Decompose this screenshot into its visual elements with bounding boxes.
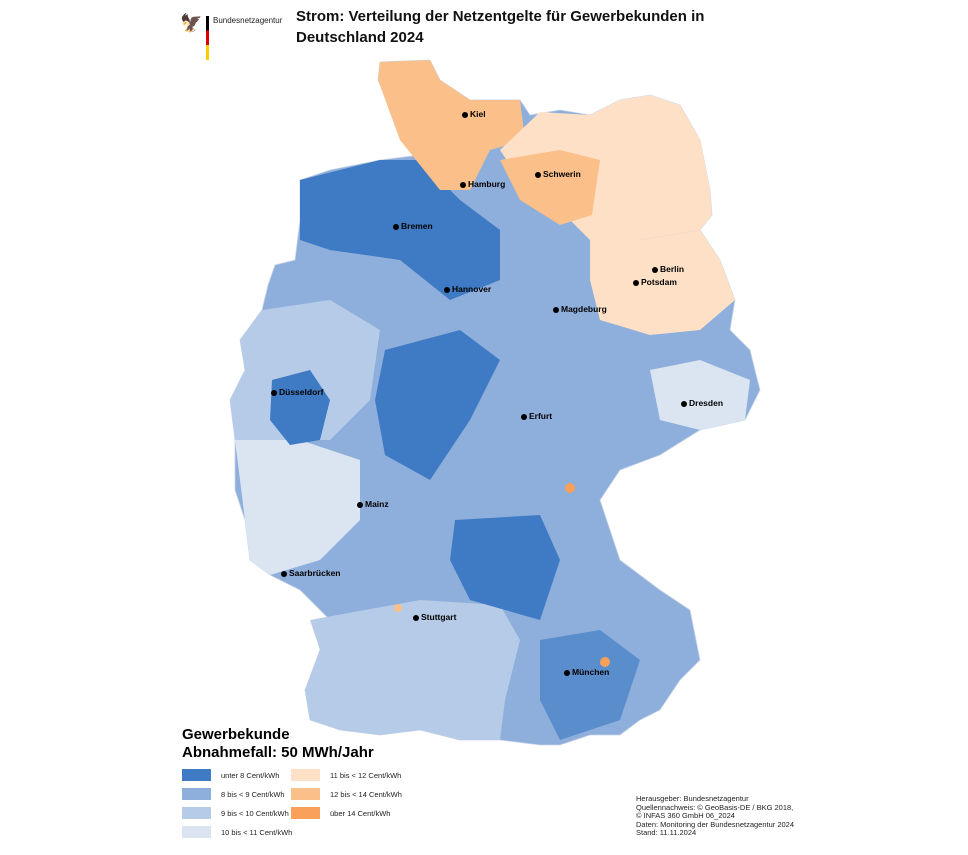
source-line: Herausgeber: Bundesnetzagentur: [636, 794, 749, 803]
region-bavaria-south-dark: [540, 630, 640, 740]
city-potsdam: Potsdam: [633, 277, 677, 287]
brand-name: Bundesnetzagentur: [213, 16, 283, 25]
eagle-icon: 🦅: [180, 13, 203, 33]
city-kiel: Kiel: [462, 109, 486, 119]
legend-title-line1: Gewerbekunde: [182, 726, 290, 743]
page-title: Strom: Verteilung der Netzentgelte für G…: [296, 8, 705, 46]
region-rhein-light: [230, 300, 380, 440]
city-mainz: Mainz: [357, 499, 389, 509]
source-line: © INFAS 360 GmbH 06_2024: [636, 811, 735, 820]
region-south-light: [305, 600, 520, 740]
city-hamburg: Hamburg: [460, 179, 505, 189]
region-central-dark: [375, 330, 500, 480]
legend-swatch: [182, 769, 211, 781]
legend-item: 9 bis < 10 Cent/kWh: [182, 807, 289, 819]
city-muenchen: München: [564, 667, 609, 677]
source-note: Herausgeber: Bundesnetzagentur Quellenna…: [636, 794, 795, 838]
city-duesseldorf: Düsseldorf: [271, 387, 323, 397]
city-schwerin: Schwerin: [535, 169, 581, 179]
legend-item: 10 bis < 11 Cent/kWh: [182, 826, 292, 838]
region-west-lightest: [235, 440, 360, 575]
hotspot: [565, 483, 575, 493]
city-magdeburg: Magdeburg: [553, 304, 607, 314]
hotspot: [394, 604, 402, 612]
city-stuttgart: Stuttgart: [413, 612, 456, 622]
legend-swatch: [291, 807, 320, 819]
legend-swatch: [291, 788, 320, 800]
legend-swatch: [182, 788, 211, 800]
legend-swatch: [291, 769, 320, 781]
legend-title-line2: Abnahmefall: 50 MWh/Jahr: [182, 744, 374, 761]
region-sachsen-lightest: [650, 360, 750, 430]
legend-swatch: [182, 807, 211, 819]
legend-item: unter 8 Cent/kWh: [182, 769, 279, 781]
legend-item: 12 bis < 14 Cent/kWh: [291, 788, 402, 800]
region-schleswig-holstein: [378, 60, 525, 190]
source-line: Quellennachweis: © GeoBasis-DE / BKG 201…: [636, 802, 794, 812]
region-schwerin: [500, 150, 600, 225]
city-dresden: Dresden: [681, 398, 723, 408]
source-line: Daten: Monitoring der Bundesnetzagentur …: [636, 819, 795, 829]
legend-item: 8 bis < 9 Cent/kWh: [182, 788, 285, 800]
hotspot: [600, 657, 610, 667]
region-brandenburg: [590, 230, 735, 335]
legend-item: 11 bis < 12 Cent/kWh: [291, 769, 401, 781]
legend-item: über 14 Cent/kWh: [291, 807, 390, 819]
flag-bar: [206, 16, 209, 60]
city-erfurt: Erfurt: [521, 411, 552, 421]
legend-swatch: [182, 826, 211, 838]
city-hannover: Hannover: [444, 284, 491, 294]
city-bremen: Bremen: [393, 221, 433, 231]
source-line: Stand: 11.11.2024: [636, 828, 697, 837]
region-northwest-dark: [300, 160, 500, 300]
city-berlin: Berlin: [652, 264, 684, 274]
region-ruhr-dark: [270, 370, 330, 445]
region-franken-dark: [450, 515, 560, 620]
city-saarbruecken: Saarbrücken: [281, 568, 341, 578]
legend-title: Gewerbekunde Abnahmefall: 50 MWh/Jahr: [182, 726, 374, 762]
